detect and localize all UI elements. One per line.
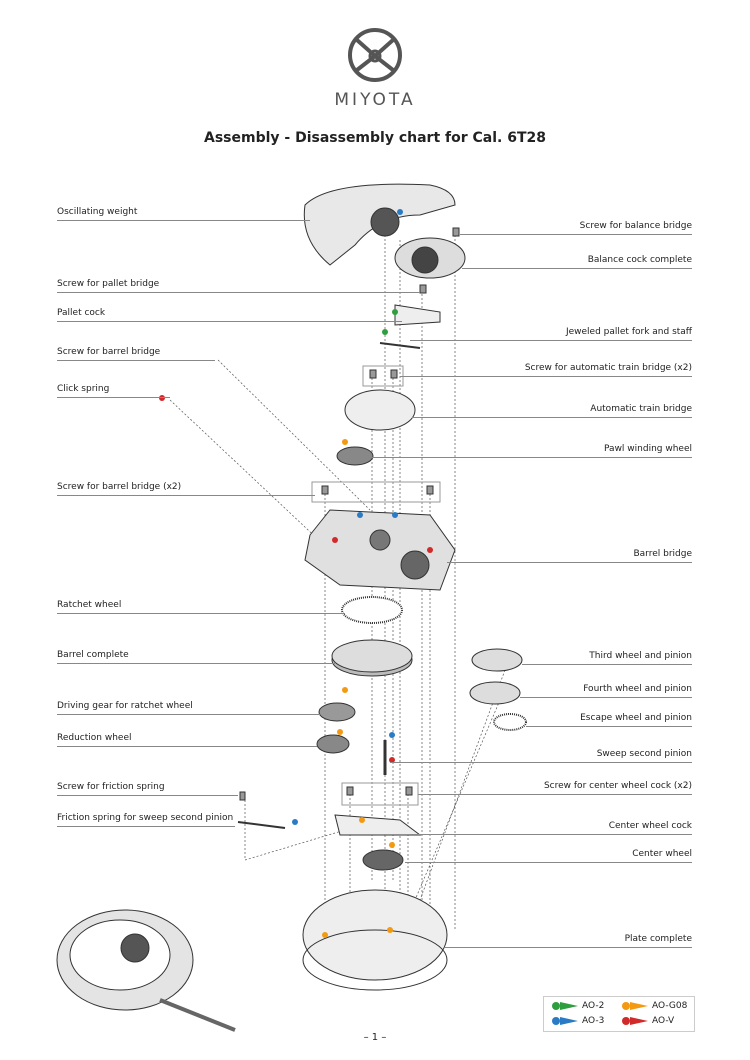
- driving-gear: [318, 702, 356, 722]
- legend-item-ao-g08: AO-G08: [622, 1001, 687, 1011]
- label-auto-train-bridge: Automatic train bridge: [412, 403, 692, 418]
- ratchet-wheel: [341, 596, 403, 624]
- label-center-wheel-cock: Center wheel cock: [410, 820, 692, 835]
- miyota-logo: MIYOTA: [330, 26, 420, 110]
- oscillating-weight: [303, 183, 456, 266]
- label-fourth-wheel: Fourth wheel and pinion: [520, 683, 692, 698]
- label-screw-barrel-bridge: Screw for barrel bridge: [57, 346, 215, 361]
- label-screw-balance-bridge: Screw for balance bridge: [460, 220, 692, 235]
- red-pin-icon: [622, 1017, 648, 1025]
- label-barrel-bridge: Barrel bridge: [447, 548, 692, 563]
- label-plate-complete: Plate complete: [445, 933, 692, 948]
- fourth-wheel: [469, 681, 521, 705]
- blue-pin-icon: [552, 1017, 578, 1025]
- label-screw-friction-spring: Screw for friction spring: [57, 781, 238, 796]
- label-screw-barrel-bridge-x2: Screw for barrel bridge (x2): [57, 481, 315, 496]
- label-third-wheel: Third wheel and pinion: [522, 650, 692, 665]
- page-title: Assembly - Disassembly chart for Cal. 6T…: [203, 130, 546, 146]
- reduction-wheel: [316, 734, 350, 754]
- page-number: – 1 –: [363, 1032, 387, 1043]
- center-wheel: [362, 849, 404, 871]
- label-escape-wheel: Escape wheel and pinion: [526, 712, 692, 727]
- label-reduction-wheel: Reduction wheel: [57, 732, 317, 747]
- lubrication-pins: [159, 209, 433, 938]
- center-wheel-cock: [334, 814, 422, 836]
- label-pallet-cock: Pallet cock: [57, 307, 402, 322]
- legend-item-ao-2: AO-2: [552, 1001, 604, 1011]
- legend-item-ao-v: AO-V: [622, 1016, 674, 1026]
- automatic-train-bridge: [344, 389, 416, 431]
- legend-label: AO-3: [582, 1016, 605, 1026]
- legend-label: AO-G08: [652, 1001, 688, 1011]
- label-screw-auto-train-bridge: Screw for automatic train bridge (x2): [400, 362, 692, 377]
- label-click-spring: Click spring: [57, 383, 170, 398]
- label-oscillating-weight: Oscillating weight: [57, 206, 310, 221]
- label-pallet-fork: Jeweled pallet fork and staff: [410, 326, 692, 341]
- label-driving-gear: Driving gear for ratchet wheel: [57, 700, 320, 715]
- label-pawl-winding-wheel: Pawl winding wheel: [372, 443, 692, 458]
- label-screw-pallet-bridge: Screw for pallet bridge: [57, 278, 420, 293]
- orange-pin-icon: [622, 1002, 648, 1010]
- label-barrel-complete: Barrel complete: [57, 649, 335, 664]
- plate: [302, 889, 448, 981]
- legend-label: AO-V: [652, 1016, 675, 1026]
- pawl-winding-wheel: [336, 446, 374, 466]
- label-screw-center-wheel-cock: Screw for center wheel cock (x2): [418, 780, 692, 795]
- label-balance-cock: Balance cock complete: [462, 254, 692, 269]
- escape-wheel: [493, 713, 527, 731]
- oil-legend: AO-2 AO-G08 AO-3 AO-V: [543, 996, 695, 1032]
- label-sweep-second-pinion: Sweep second pinion: [390, 748, 692, 763]
- label-center-wheel: Center wheel: [405, 848, 692, 863]
- label-friction-spring: Friction spring for sweep second pinion: [57, 812, 235, 827]
- label-ratchet-wheel: Ratchet wheel: [57, 599, 345, 614]
- third-wheel: [471, 648, 523, 672]
- legend-item-ao-3: AO-3: [552, 1016, 604, 1026]
- logo-text: MIYOTA: [334, 90, 416, 110]
- miyota-emblem-icon: [348, 28, 402, 82]
- green-pin-icon: [552, 1002, 578, 1010]
- pallet-cock: [394, 304, 441, 326]
- legend-label: AO-2: [582, 1001, 605, 1011]
